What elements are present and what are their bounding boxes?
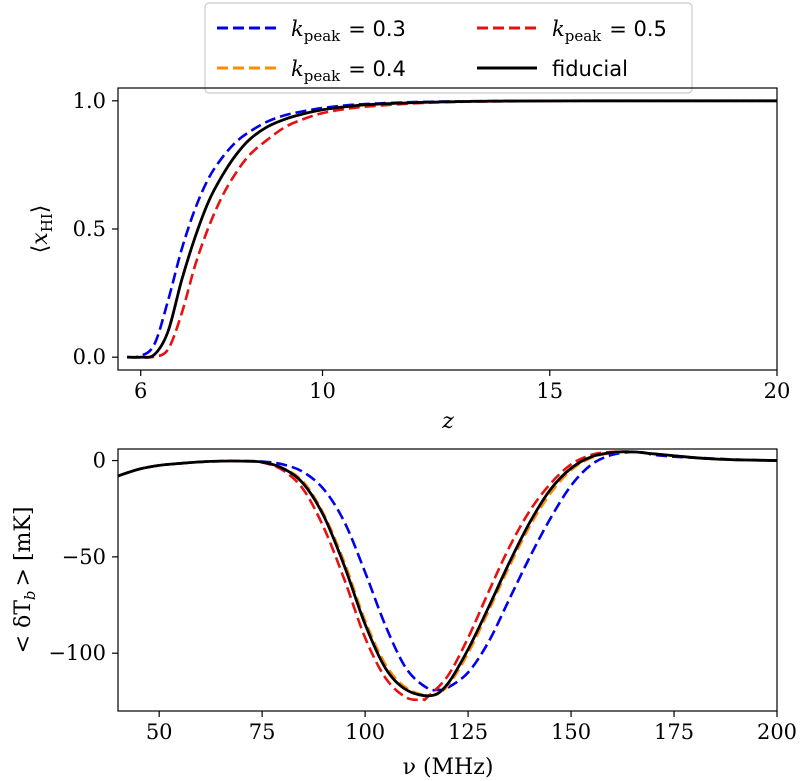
bottom-x-tick-label: 50 — [146, 720, 173, 744]
legend-label-k05: kpeak = 0.5 — [552, 17, 667, 45]
bottom-series-k04 — [118, 450, 777, 697]
top-ticks: 6 10 15 20 0.0 0.5 1.0 — [73, 89, 791, 403]
bottom-x-tick-label: 100 — [345, 720, 385, 744]
top-x-tick-label: 10 — [309, 379, 336, 403]
legend-label-k03: kpeak = 0.3 — [291, 17, 406, 45]
top-y-tick-label: 0.5 — [73, 217, 106, 241]
bottom-series-fid — [118, 450, 777, 698]
top-series-k04 — [127, 99, 777, 359]
bottom-y-axis-label: < δTb> [mK] — [11, 507, 39, 654]
legend-label-fiducial: fiducial — [552, 57, 628, 81]
bottom-series-k03 — [118, 450, 777, 692]
legend-frame — [204, 2, 693, 94]
top-series-k05 — [127, 99, 777, 359]
bottom-series-k05 — [118, 450, 777, 702]
top-y-axis-label: ⟨xHI⟩ — [28, 205, 56, 254]
bottom-x-tick-label: 150 — [551, 720, 591, 744]
legend-label-k04: kpeak = 0.4 — [291, 57, 406, 85]
top-series-group — [126, 99, 777, 359]
bottom-axes-frame — [117, 448, 778, 712]
bottom-x-tick-label: 200 — [757, 720, 797, 744]
bottom-ticks: 50 75 100 125 150 175 200 0 −50 −100 — [48, 449, 797, 744]
top-series-fid — [127, 99, 777, 359]
top-series-k03 — [126, 99, 777, 359]
top-x-axis-label: z — [441, 409, 454, 434]
top-axes-frame — [117, 87, 778, 371]
bottom-y-tick-label: −50 — [62, 545, 106, 569]
top-panel: 6 10 15 20 0.0 0.5 1.0 z ⟨xHI⟩ — [28, 87, 791, 434]
bottom-panel: 50 75 100 125 150 175 200 0 −50 −100 ν (MHz) < δT… — [11, 448, 797, 780]
top-y-tick-label: 1.0 — [73, 89, 106, 113]
bottom-y-tick-label: 0 — [93, 449, 106, 473]
top-x-tick-label: 6 — [134, 379, 147, 403]
bottom-x-tick-label: 175 — [654, 720, 694, 744]
legend: kpeak = 0.3 kpeak = 0.5 kpeak = 0.4 fiducia… — [204, 2, 693, 94]
top-x-tick-label: 20 — [764, 379, 791, 403]
top-y-tick-label: 0.0 — [73, 345, 106, 369]
bottom-y-tick-label: −100 — [48, 641, 106, 665]
top-x-tick-label: 15 — [536, 379, 563, 403]
bottom-series-group — [118, 450, 777, 702]
bottom-x-tick-label: 125 — [448, 720, 488, 744]
bottom-x-axis-label: ν (MHz) — [403, 755, 494, 780]
bottom-x-tick-label: 75 — [249, 720, 276, 744]
